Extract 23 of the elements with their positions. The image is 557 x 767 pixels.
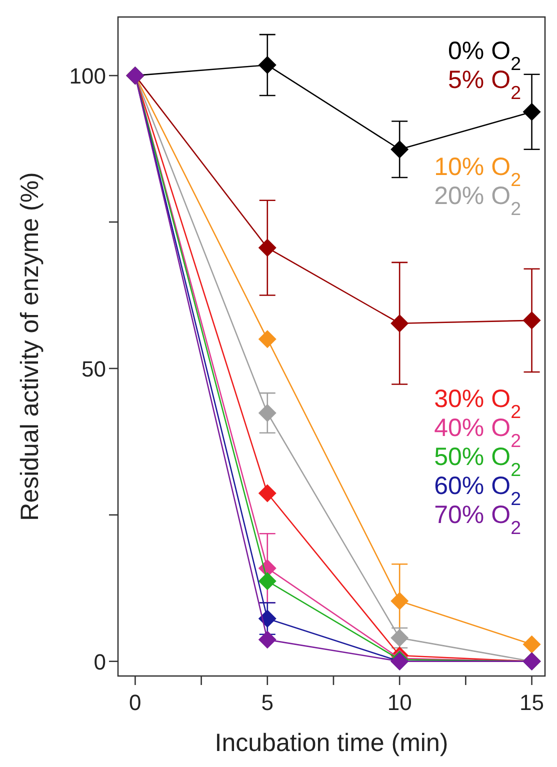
point	[258, 630, 276, 649]
point	[258, 572, 276, 590]
point	[258, 238, 276, 257]
y-tick-label: 0	[94, 649, 106, 674]
x-tick-label: 10	[387, 690, 412, 715]
x-axis-title: Incubation time (min)	[214, 729, 448, 757]
y-tick-label: 100	[69, 64, 106, 89]
point	[390, 314, 409, 332]
x-tick-label: 5	[261, 690, 274, 715]
point	[390, 592, 409, 610]
x-tick-label: 0	[129, 690, 142, 715]
point	[258, 404, 276, 422]
point	[390, 140, 409, 158]
point	[522, 311, 541, 330]
point	[258, 330, 276, 348]
point	[258, 56, 276, 74]
point	[258, 484, 276, 502]
y-axis-title: Residual activity of enzyme (%)	[16, 172, 44, 521]
point	[522, 102, 541, 121]
point	[522, 635, 541, 654]
point	[258, 610, 276, 628]
x-tick-label: 15	[520, 690, 544, 715]
y-tick-label: 50	[82, 356, 106, 382]
